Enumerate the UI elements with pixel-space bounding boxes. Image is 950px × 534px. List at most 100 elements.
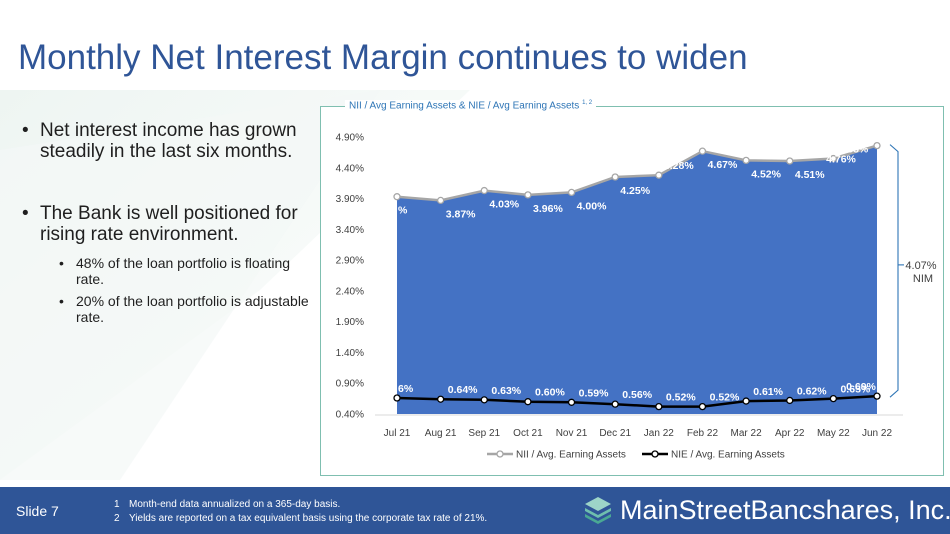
nie-point	[698, 402, 707, 411]
nie-point	[436, 395, 445, 403]
nii-point	[873, 141, 881, 150]
legend-label: NII / Avg. Earning Assets	[516, 450, 626, 461]
x-tick-label: Oct 21	[513, 428, 543, 439]
nie-data-label: 0.65%	[840, 384, 870, 396]
nie-data-label: 0.56%	[622, 389, 652, 401]
nim-bracket	[889, 144, 899, 398]
x-tick-label: Jul 21	[384, 428, 411, 439]
nie-point	[524, 398, 532, 406]
y-tick-label: 2.90%	[336, 256, 364, 267]
nii-point	[655, 171, 663, 179]
nii-series-line	[396, 144, 878, 202]
legend-marker	[496, 450, 504, 458]
y-tick-label: 2.40%	[336, 286, 364, 297]
nii-data-label: 4.25%	[620, 185, 650, 197]
y-tick-label: 3.40%	[336, 225, 364, 236]
x-tick-label: Aug 21	[425, 428, 457, 439]
nii-data-label: 4.51%	[795, 169, 825, 181]
y-tick-label: 0.90%	[336, 379, 364, 390]
nie-series-line	[396, 394, 878, 408]
company-logo-text: MainStreetBancshares, Inc.	[620, 495, 950, 525]
nii-point	[567, 188, 576, 197]
nii-data-label: 4.03%	[489, 199, 519, 211]
y-tick-label: 1.40%	[336, 348, 364, 359]
nie-data-label: 0.59%	[579, 387, 609, 399]
nii-data-label: 4.55%	[838, 144, 868, 156]
x-tick-label: Mar 22	[731, 428, 763, 439]
nii-data-label: 3.87%	[446, 208, 476, 220]
nie-data-label: 0.63%	[491, 385, 521, 397]
nie-point	[611, 400, 619, 408]
nie-data-label: 0.61%	[753, 386, 783, 398]
footer-bar	[0, 487, 950, 534]
nie-point	[829, 394, 838, 403]
logo-icon	[585, 497, 611, 524]
sub-bullet-floating: 48% of the loan portfolio is floating ra…	[22, 255, 312, 287]
x-tick-label: Jun 22	[862, 428, 892, 439]
footnote-2: 2 Yields are reported on a tax equivalent…	[114, 513, 487, 524]
chart-title-text: NII / Avg Earning Assets & NIE / Avg Ear…	[349, 100, 580, 112]
nii-point	[524, 191, 532, 199]
nie-data-label: 0.64%	[448, 384, 478, 396]
bullet-list: Net interest income has grown steadily i…	[22, 120, 312, 331]
nii-data-label: 4.76%	[826, 154, 856, 166]
x-tick-label: Sep 21	[468, 428, 500, 439]
nii-data-label: 4.67%	[708, 159, 738, 171]
sub-bullet-adjustable: 20% of the loan portfolio is adjustable …	[22, 293, 312, 325]
x-tick-label: Dec 21	[599, 428, 631, 439]
nie-data-label: 6%	[398, 383, 414, 395]
legend-marker	[651, 450, 659, 458]
x-tick-label: May 22	[817, 428, 850, 439]
y-tick-label: 1.90%	[336, 317, 364, 328]
nii-area	[397, 145, 877, 414]
nii-data-label: 4.28%	[664, 160, 694, 172]
nii-point	[829, 154, 838, 163]
nii-point	[393, 193, 401, 201]
footnote-1: 1 Month-end data annualized on a 365-day …	[114, 499, 340, 510]
nim-chart: 4.90% 4.40% 3.90% 3.40% 2.90% 2.40% 1.90% 1.40%…	[336, 133, 937, 461]
bullet-rate-position: The Bank is well positioned for rising r…	[22, 203, 312, 245]
nim-value-label: 4.07%	[905, 260, 936, 272]
nie-point	[873, 392, 881, 400]
nii-point	[698, 147, 707, 155]
nii-point	[611, 173, 619, 181]
nii-point	[436, 196, 445, 205]
nie-point	[567, 398, 576, 406]
nim-label: NIM	[913, 273, 933, 285]
x-tick-label: Nov 21	[556, 428, 588, 439]
nii-point	[742, 156, 750, 165]
nii-point	[480, 186, 488, 195]
x-tick-label: Apr 22	[775, 428, 805, 439]
page-title: Monthly Net Interest Margin continues to…	[18, 38, 748, 77]
bullet-nii-growth: Net interest income has grown steadily i…	[22, 120, 312, 162]
nii-data-label: 3.96%	[533, 203, 563, 215]
y-tick-label: 0.40%	[336, 410, 364, 421]
nii-data-label: 4.52%	[751, 168, 781, 180]
y-tick-label: 4.40%	[336, 163, 364, 174]
nie-data-label: 0.52%	[666, 392, 696, 404]
x-tick-label: Jan 22	[644, 428, 674, 439]
footnote-1-text: Month-end data annualized on a 365-day b…	[129, 499, 341, 510]
nie-data-label: 0.69%	[846, 381, 876, 393]
nie-point	[786, 396, 794, 405]
footnote-1-number: 1	[114, 499, 120, 510]
y-tick-label: 4.90%	[336, 133, 364, 144]
nie-point	[655, 402, 663, 411]
nii-point	[786, 157, 794, 165]
footnote-2-text: Yields are reported on a tax equivalent …	[129, 513, 488, 524]
chart-title-superscript: 1, 2	[582, 100, 593, 106]
nie-data-label: 0.60%	[535, 387, 565, 399]
nii-data-label: 4.00%	[577, 200, 607, 212]
x-tick-label: Feb 22	[687, 428, 719, 439]
nie-point	[480, 396, 488, 404]
y-tick-label: 3.90%	[336, 194, 364, 205]
nie-point	[393, 394, 401, 402]
nie-point	[742, 397, 750, 405]
slide-number: Slide 7	[16, 503, 59, 519]
nie-data-label: 0.62%	[797, 385, 827, 397]
chart-title: NII / Avg Earning Assets & NIE / Avg Ear…	[345, 100, 597, 112]
footnote-2-number: 2	[114, 513, 120, 524]
nii-data-label: %	[398, 205, 408, 217]
legend-label: NIE / Avg. Earning Assets	[671, 450, 785, 461]
nie-data-label: 0.52%	[710, 392, 740, 404]
